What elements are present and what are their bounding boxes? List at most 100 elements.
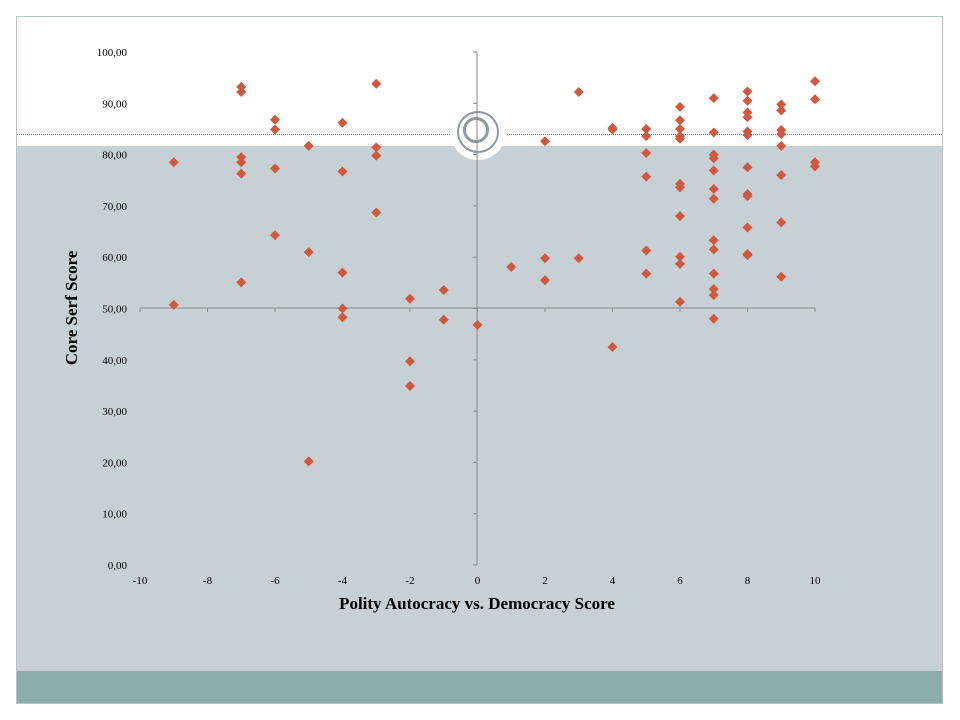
data-point	[675, 258, 685, 269]
x-tick-label: 8	[745, 575, 751, 587]
data-point	[708, 235, 719, 246]
data-point	[607, 341, 618, 352]
data-point	[708, 193, 719, 204]
data-point	[810, 94, 820, 105]
data-point	[742, 250, 753, 261]
data-point	[371, 150, 382, 161]
data-point	[810, 161, 820, 172]
data-point	[675, 211, 685, 222]
data-point	[776, 217, 787, 228]
data-point	[675, 115, 685, 126]
ornament-inner-ring	[463, 117, 489, 143]
data-point	[742, 191, 753, 202]
data-point	[236, 157, 247, 168]
data-point	[708, 165, 719, 176]
data-point	[708, 93, 719, 104]
data-point	[303, 140, 314, 151]
data-point	[776, 99, 787, 110]
data-point	[742, 130, 753, 141]
data-point	[270, 114, 280, 125]
y-tick-label: 10,00	[102, 509, 127, 521]
y-tick-label: 30,00	[102, 406, 127, 418]
x-tick-label: -2	[405, 575, 414, 587]
data-point	[607, 124, 618, 135]
data-point	[641, 148, 652, 159]
data-point	[776, 271, 787, 282]
x-tick-label: 6	[677, 575, 683, 587]
data-point	[168, 299, 179, 310]
data-point	[708, 244, 719, 255]
data-point	[438, 314, 449, 325]
data-point	[506, 261, 517, 272]
y-axis-title: Core Serf Score	[62, 250, 81, 365]
data-point	[270, 124, 280, 135]
y-tick-label: 40,00	[102, 355, 127, 367]
x-tick-label: 4	[610, 575, 616, 587]
data-point	[540, 253, 550, 264]
x-axis-title: Polity Autocracy vs. Democracy Score	[339, 594, 615, 613]
data-point	[371, 78, 382, 89]
data-point	[371, 142, 382, 153]
data-point	[405, 356, 415, 367]
data-point	[675, 123, 685, 134]
data-point	[405, 380, 415, 391]
data-point	[337, 166, 348, 177]
y-tick-labels: 0,00 10,00 20,00 30,00 40,00 50,00 60,00 70,00 8…	[97, 47, 128, 572]
data-point	[776, 105, 787, 116]
slide-body-panel	[17, 146, 942, 671]
data-point	[303, 456, 314, 467]
data-point	[303, 247, 314, 258]
data-point	[675, 251, 685, 262]
data-point	[573, 87, 584, 98]
x-tick-label: 0	[475, 575, 481, 587]
x-tick-label: 10	[810, 575, 822, 587]
data-point	[270, 163, 280, 174]
data-point	[708, 153, 719, 164]
y-tick-label: 50,00	[102, 304, 127, 316]
data-point	[776, 140, 787, 151]
data-point	[270, 230, 280, 241]
x-tick-label: -10	[133, 575, 148, 587]
data-point	[236, 168, 247, 179]
y-tick-label: 0,00	[108, 560, 128, 572]
x-tick-label: -6	[270, 575, 280, 587]
data-point	[337, 267, 348, 278]
y-tick-label: 60,00	[102, 252, 127, 264]
data-point	[168, 157, 179, 168]
data-point	[810, 76, 820, 87]
y-tick-label: 80,00	[102, 150, 127, 162]
data-points	[168, 76, 820, 467]
data-point	[708, 127, 719, 138]
data-point	[742, 112, 753, 123]
footer-band	[17, 671, 942, 703]
data-point	[641, 245, 652, 256]
data-point	[776, 170, 787, 181]
data-point	[337, 303, 348, 314]
data-point	[236, 87, 247, 98]
data-point	[675, 101, 685, 112]
data-point	[742, 86, 753, 97]
data-point	[236, 81, 247, 92]
y-tick-label: 90,00	[102, 98, 127, 110]
data-point	[742, 222, 753, 233]
data-point	[337, 117, 348, 128]
data-point	[708, 313, 719, 324]
y-tick-label: 100,00	[97, 47, 128, 59]
data-point	[472, 319, 483, 330]
data-point	[438, 285, 449, 296]
data-point	[708, 290, 719, 301]
data-point	[675, 182, 685, 193]
y-tick-label: 70,00	[102, 201, 127, 213]
y-tick-label: 20,00	[102, 457, 127, 469]
axes	[139, 51, 816, 566]
x-tick-label: 2	[542, 575, 548, 587]
data-point	[675, 296, 685, 307]
data-point	[708, 268, 719, 279]
data-point	[675, 133, 685, 144]
data-point	[540, 136, 550, 147]
x-tick-label: -8	[203, 575, 213, 587]
data-point	[641, 131, 652, 142]
x-tick-labels: -10 -8 -6 -4 -2 0 2 4 6 8 10	[133, 575, 821, 587]
data-point	[337, 312, 348, 323]
